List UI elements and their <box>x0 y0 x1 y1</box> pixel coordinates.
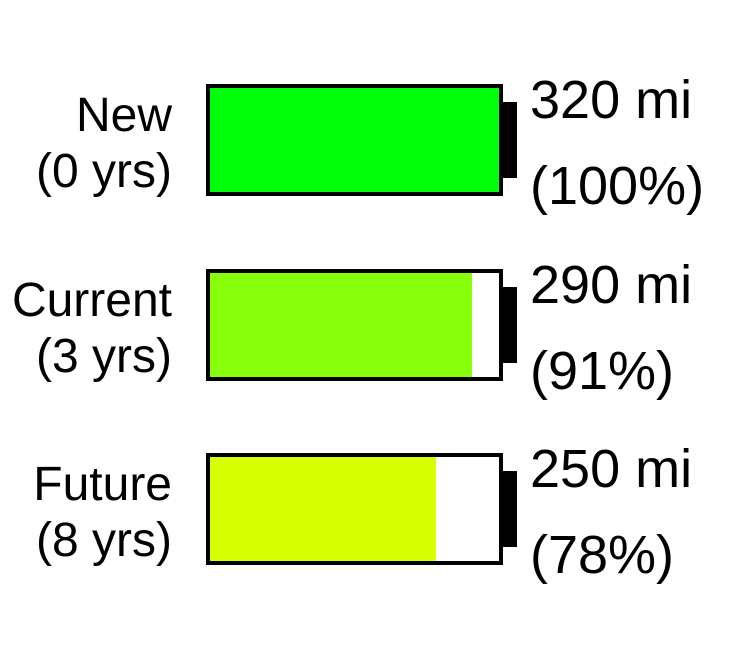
battery-terminal <box>503 471 517 547</box>
battery-row-new: New (0 yrs) 320 mi (100%) <box>0 70 750 216</box>
row-label-current: Current (3 yrs) <box>0 273 172 385</box>
range-value-label: 250 mi <box>530 439 693 499</box>
battery-fill-bar <box>210 273 472 377</box>
percent-value-label: (100%) <box>530 156 705 216</box>
battery-fill-bar <box>210 457 436 561</box>
row-label-line2: (0 yrs) <box>36 145 172 198</box>
row-label-line2: (8 yrs) <box>36 514 172 567</box>
percent-value-label: (78%) <box>530 525 675 585</box>
row-label-future: Future (8 yrs) <box>0 457 172 569</box>
row-label-line1: Future <box>33 458 172 511</box>
battery-row-current: Current (3 yrs) 290 mi (91%) <box>0 255 750 401</box>
battery-body <box>206 84 503 196</box>
battery-fill-bar <box>210 88 499 192</box>
row-label-line1: New <box>75 89 172 142</box>
battery-terminal <box>503 102 517 178</box>
range-value-label: 320 mi <box>530 70 693 130</box>
row-label-line1: Current <box>11 274 172 327</box>
battery-body <box>206 453 503 565</box>
battery-terminal <box>503 287 517 363</box>
battery-body <box>206 269 503 381</box>
row-label-line2: (3 yrs) <box>36 330 172 383</box>
row-label-new: New (0 yrs) <box>0 88 172 200</box>
range-value-label: 290 mi <box>530 255 693 315</box>
percent-value-label: (91%) <box>530 341 675 401</box>
battery-row-future: Future (8 yrs) 250 mi (78%) <box>0 439 750 585</box>
